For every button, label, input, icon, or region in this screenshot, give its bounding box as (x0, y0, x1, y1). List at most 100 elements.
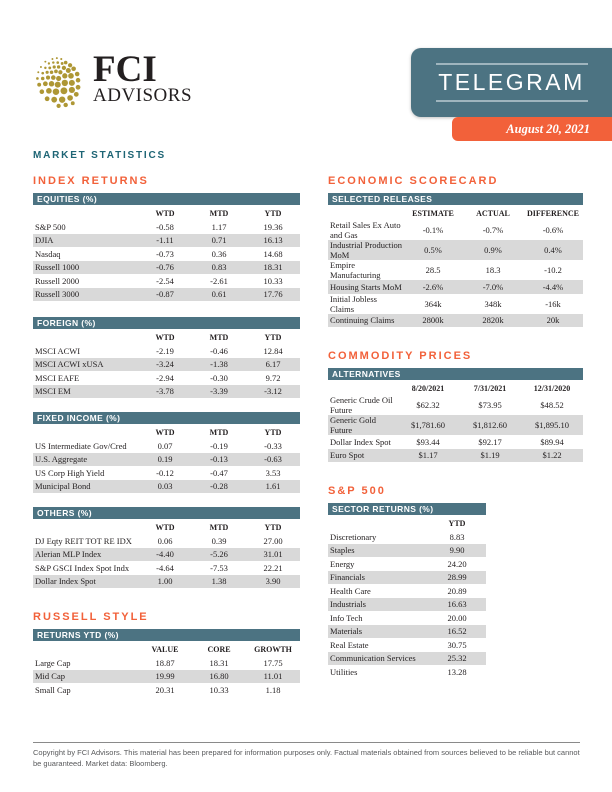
row-value: -2.54 (156, 275, 174, 286)
column-header-row: VALUE CORE GROWTH (33, 641, 300, 656)
row-value: 17.75 (263, 657, 283, 668)
banner-bottom-rule (435, 100, 588, 102)
row-value: -7.0% (482, 281, 504, 292)
row-value: $1,812.60 (473, 420, 507, 430)
column-header (33, 641, 138, 656)
row-value: -0.12 (156, 467, 174, 478)
row-value: 18.31 (209, 657, 229, 668)
foreign-table: FOREIGN (%) WTD MTD YTD MSCI ACWI -2.19 -0.46… (33, 317, 300, 398)
page-title: MARKET STATISTICS (33, 150, 167, 161)
logo-text: FCI ADVISORS (93, 51, 192, 106)
row-value: -0.46 (210, 345, 228, 356)
row-label: Continuing Claims (330, 315, 395, 326)
russell-returns-table-grid: VALUE CORE GROWTH Large Cap 18.87 18.31 17.75 M… (33, 641, 300, 697)
table-row: Municipal Bond 0.03 -0.28 1.61 (33, 479, 300, 493)
column-header: MTD (209, 428, 229, 437)
row-value: 20k (546, 315, 560, 326)
row-value: 24.20 (447, 558, 467, 569)
column-header-row: WTD MTD YTD (33, 205, 300, 220)
row-label: Russell 2000 (35, 275, 80, 286)
row-value: 8.83 (449, 531, 465, 542)
table-row: US Intermediate Gov/Cred 0.07 -0.19 -0.33 (33, 439, 300, 453)
table-row: Generic Crude Oil Future $62.32 $73.95 $48.… (328, 395, 583, 415)
column-header: WTD (155, 209, 175, 218)
alternatives-table-grid: 8/20/2021 7/31/2021 12/31/2020 Generic Crud… (328, 380, 583, 462)
row-value: 0.36 (211, 248, 227, 259)
row-value: -0.33 (264, 440, 282, 451)
fixed-income-table-title: FIXED INCOME (%) (33, 412, 300, 424)
row-value: -0.1% (422, 225, 444, 235)
row-value: $1,895.10 (535, 420, 569, 430)
table-row: US Corp High Yield -0.12 -0.47 3.53 (33, 466, 300, 480)
column-header: ACTUAL (476, 209, 510, 218)
row-value: $1.22 (542, 450, 562, 461)
table-row: Large Cap 18.87 18.31 17.75 (33, 656, 300, 670)
row-value: 1.38 (211, 576, 227, 587)
left-column: INDEX RETURNS EQUITIES (%) WTD MTD YTD S&P … (33, 176, 300, 697)
table-row: Real Estate 30.75 (328, 638, 486, 652)
row-value: 1.18 (265, 684, 281, 695)
row-value: -3.78 (156, 386, 174, 397)
row-value: 30.75 (447, 639, 467, 650)
table-row: Dollar Index Spot 1.00 1.38 3.90 (33, 574, 300, 588)
others-table-title: OTHERS (%) (33, 507, 300, 519)
column-header: YTD (264, 209, 282, 218)
row-value: -3.12 (264, 386, 282, 397)
russell-returns-table-title: RETURNS YTD (%) (33, 629, 300, 641)
row-label: Energy (330, 558, 355, 569)
column-header: VALUE (151, 645, 179, 654)
row-label: Municipal Bond (35, 481, 91, 492)
row-label: MSCI ACWI xUSA (35, 359, 104, 370)
table-row: Generic Gold Future $1,781.60 $1,812.60 $1,… (328, 415, 583, 435)
row-value: 6.17 (265, 359, 281, 370)
section-index-returns: INDEX RETURNS (33, 175, 149, 187)
row-label: Industrials (330, 599, 366, 610)
row-label: Initial Jobless Claims (330, 293, 377, 314)
row-value: -2.6% (422, 281, 444, 292)
row-value: 18.31 (263, 262, 283, 273)
row-value: -7.53 (210, 562, 228, 573)
row-value: 2820k (482, 315, 504, 326)
column-header (33, 424, 138, 439)
row-label: MSCI EM (35, 386, 71, 397)
column-header: YTD (264, 523, 282, 532)
table-row: Retail Sales Ex Auto and Gas -0.1% -0.7% -0… (328, 220, 583, 240)
row-label: Communication Services (330, 653, 416, 664)
footer-disclaimer: Copyright by FCI Advisors. This material… (33, 742, 580, 770)
row-label: Empire Manufacturing (330, 260, 381, 280)
row-value: 0.4% (544, 245, 562, 255)
column-header: MTD (209, 523, 229, 532)
row-value: -1.11 (156, 235, 174, 246)
table-row: Utilities 13.28 (328, 665, 486, 679)
table-row: Communication Services 25.32 (328, 651, 486, 665)
row-value: 16.13 (263, 235, 283, 246)
column-header: 7/31/2021 (473, 384, 507, 393)
row-value: 2800k (422, 315, 444, 326)
row-value: 19.36 (263, 221, 283, 232)
row-value: 16.52 (447, 626, 467, 637)
row-label: Russell 3000 (35, 289, 80, 300)
selected-releases-table-title: SELECTED RELEASES (328, 193, 583, 205)
row-value: 13.28 (447, 666, 467, 677)
row-value: $92.17 (478, 436, 502, 447)
row-label: Large Cap (35, 657, 71, 668)
column-header: YTD (264, 333, 282, 342)
column-header: CORE (207, 645, 231, 654)
table-row: Continuing Claims 2800k 2820k 20k (328, 313, 583, 327)
row-value: 0.07 (157, 440, 173, 451)
row-value: 0.5% (424, 245, 442, 255)
row-value: $1.19 (480, 450, 500, 461)
row-value: 20.89 (447, 585, 467, 596)
row-value: -2.19 (156, 345, 174, 356)
row-value: 9.90 (449, 545, 465, 556)
row-value: 0.83 (211, 262, 227, 273)
row-value: -0.76 (156, 262, 174, 273)
row-value: 348k (484, 298, 502, 309)
row-label: Health Care (330, 585, 371, 596)
row-value: 18.3 (485, 265, 501, 275)
alternatives-table: ALTERNATIVES 8/20/2021 7/31/2021 12/31/202… (328, 368, 583, 462)
table-row: Empire Manufacturing 28.5 18.3 -10.2 (328, 260, 583, 280)
sector-returns-table: SECTOR RETURNS (%) YTD Discretionary 8.83 S… (328, 503, 486, 679)
row-value: -0.7% (482, 225, 504, 235)
